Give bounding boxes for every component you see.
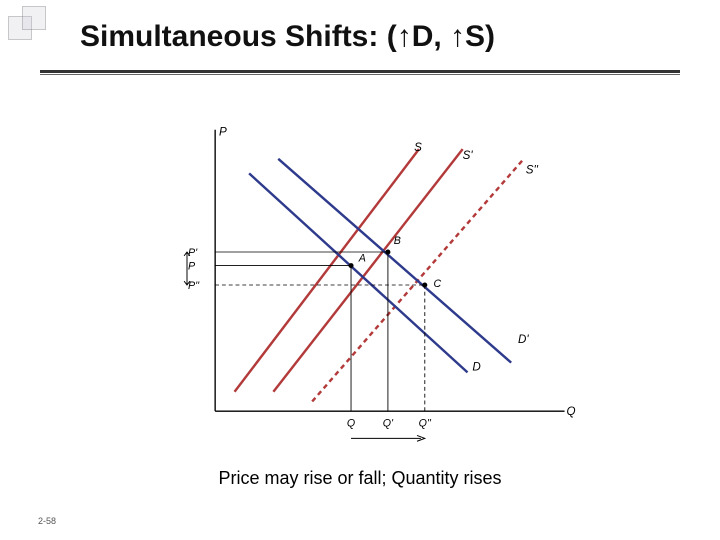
- title-text-s: S): [465, 20, 495, 53]
- svg-text:Q: Q: [567, 405, 576, 418]
- up-arrow-icon: ↑: [450, 20, 465, 53]
- svg-text:Q: Q: [347, 418, 355, 430]
- svg-text:S: S: [414, 141, 422, 154]
- svg-text:Q'': Q'': [419, 418, 432, 430]
- slide-root: Simultaneous Shifts: (↑D, ↑S) PQSS'S''DD…: [0, 0, 720, 540]
- supply-demand-chart: PQSS'S''DD'ABCP'PP''QQ'Q'': [170, 120, 600, 450]
- svg-text:C: C: [434, 278, 442, 290]
- svg-text:B: B: [394, 235, 401, 247]
- svg-text:P: P: [188, 260, 196, 272]
- svg-text:P: P: [219, 126, 227, 139]
- svg-text:P': P': [188, 247, 198, 259]
- svg-text:D: D: [472, 360, 481, 373]
- svg-text:S'': S'': [526, 163, 539, 176]
- page-number: 2-58: [38, 516, 56, 526]
- slide-title: Simultaneous Shifts: (↑D, ↑S): [80, 20, 680, 54]
- title-text-prefix: Simultaneous Shifts: (: [80, 20, 397, 53]
- svg-text:S': S': [463, 149, 474, 162]
- svg-text:A: A: [358, 253, 366, 265]
- corner-decoration: [6, 4, 48, 44]
- chart-svg: PQSS'S''DD'ABCP'PP''QQ'Q'': [170, 120, 600, 450]
- svg-text:Q': Q': [383, 418, 394, 430]
- slide-caption: Price may rise or fall; Quantity rises: [0, 468, 720, 489]
- up-arrow-icon: ↑: [397, 20, 412, 53]
- svg-text:D': D': [518, 333, 529, 346]
- title-underline: [40, 70, 680, 76]
- title-text-d: D,: [412, 20, 450, 53]
